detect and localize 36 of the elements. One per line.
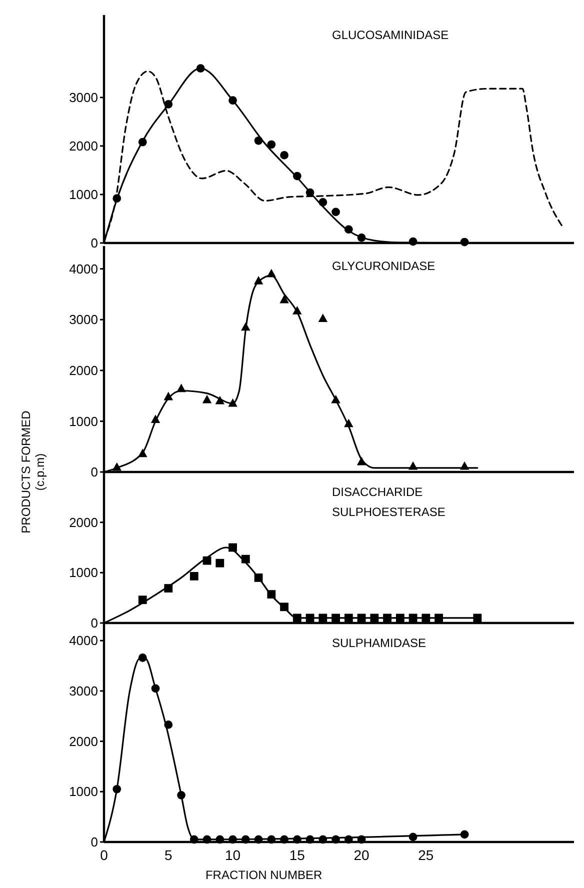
point <box>190 572 198 580</box>
y-tick-label: 4000 <box>69 261 98 276</box>
text: GLYCURONIDASE <box>332 259 436 273</box>
y-tick-label: 2000 <box>69 362 98 378</box>
y-tick-label: 2000 <box>69 514 98 530</box>
point <box>280 150 288 160</box>
y-axis-title: PRODUCTS FORMED (c.p.m) <box>19 410 47 534</box>
y-tick-label: 1000 <box>69 784 98 800</box>
x-axis-title: FRACTION NUMBER <box>205 868 322 882</box>
y-tick-label: 3000 <box>69 312 98 328</box>
y-tick-label: 0 <box>90 616 98 631</box>
point <box>318 314 328 322</box>
x-tick-label: 15 <box>289 847 306 863</box>
y-tick-label: 0 <box>90 834 98 850</box>
y-tick-label: 4000 <box>69 633 98 648</box>
y-tick-label: 0 <box>90 464 98 480</box>
y-tick-label: 1000 <box>69 565 98 580</box>
y-tick-label: 1000 <box>69 187 98 202</box>
x-tick-label: 25 <box>418 847 434 863</box>
x-tick-label: 20 <box>354 847 370 863</box>
text: GLUCOSAMINIDASE <box>332 28 449 42</box>
point <box>216 558 224 568</box>
text: SULPHAMIDASE <box>332 636 426 650</box>
point <box>202 394 212 404</box>
point <box>280 294 289 304</box>
point <box>332 208 340 216</box>
y-tick-label: 1000 <box>69 414 98 429</box>
y-tick-label: 0 <box>90 236 98 251</box>
y-tick-label: 2000 <box>69 138 98 154</box>
point <box>267 140 276 149</box>
y-tick-label: 3000 <box>69 90 98 106</box>
x-tick-label: 5 <box>164 847 172 863</box>
x-tick-label: 10 <box>224 847 241 863</box>
y-tick-label: 3000 <box>69 684 98 699</box>
text: DISACCHARIDE SULPHOESTERASE <box>332 485 446 519</box>
y-tick-label: 2000 <box>69 734 98 749</box>
